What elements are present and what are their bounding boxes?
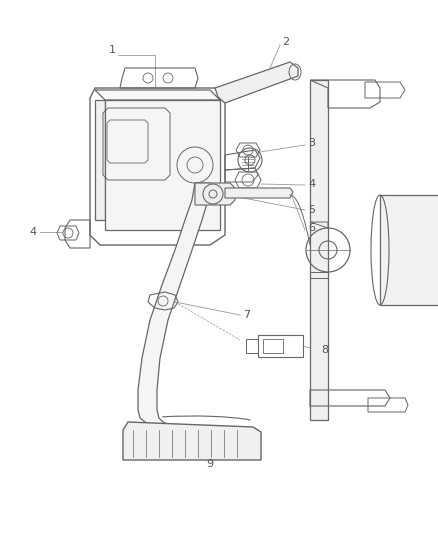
Text: 8: 8: [321, 345, 328, 355]
Polygon shape: [138, 183, 209, 428]
Text: 5: 5: [308, 205, 315, 215]
Polygon shape: [123, 422, 261, 460]
Text: 3: 3: [308, 138, 315, 148]
Polygon shape: [225, 188, 292, 198]
Text: 4: 4: [308, 179, 315, 189]
Text: 7: 7: [243, 310, 250, 320]
Polygon shape: [95, 100, 105, 220]
Polygon shape: [379, 195, 438, 305]
Polygon shape: [215, 62, 297, 103]
Text: 2: 2: [282, 37, 289, 47]
Text: 9: 9: [206, 459, 213, 469]
Polygon shape: [95, 90, 219, 100]
Polygon shape: [105, 100, 219, 230]
Text: 6: 6: [308, 223, 315, 233]
Polygon shape: [194, 183, 234, 205]
Text: 1: 1: [108, 45, 115, 55]
Text: 4: 4: [29, 227, 36, 237]
Polygon shape: [309, 80, 327, 420]
